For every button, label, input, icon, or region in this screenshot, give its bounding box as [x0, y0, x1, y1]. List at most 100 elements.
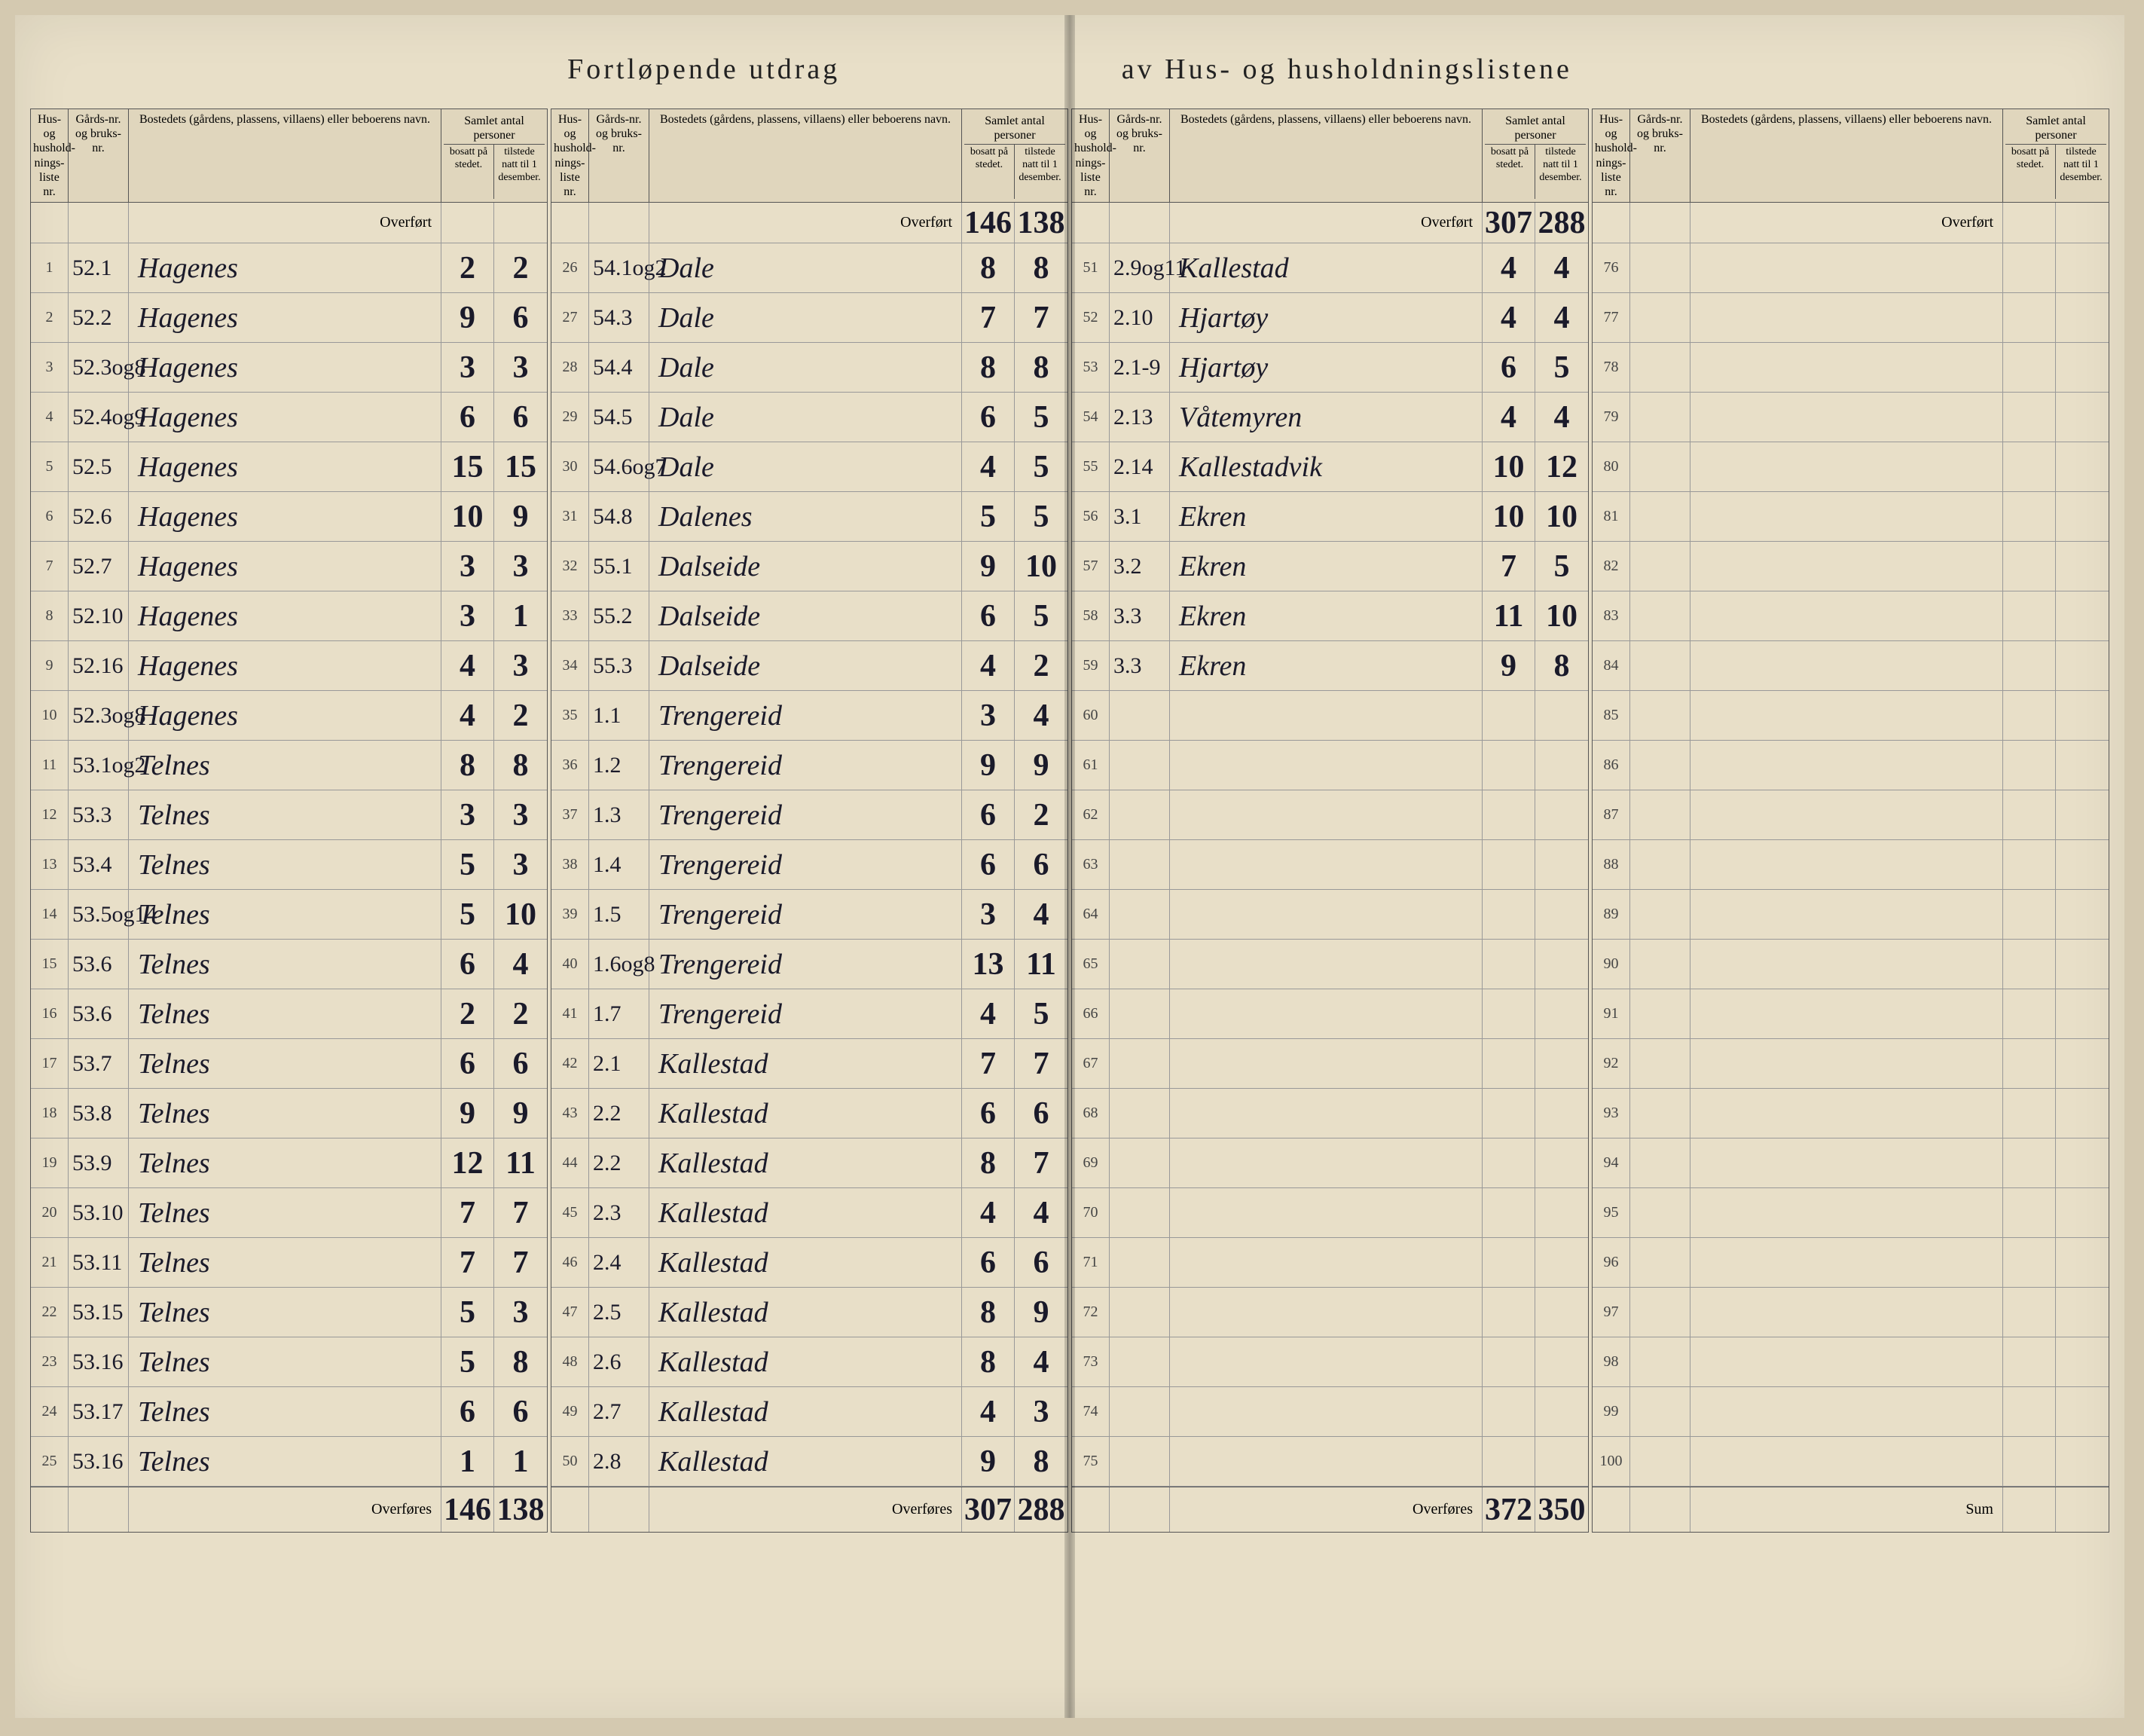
cell-tilstede: 5 [1015, 393, 1067, 442]
table-row: 29 54.5 Dale 6 5 [551, 393, 1067, 442]
cell-gard-nr: 52.4og9 [69, 393, 129, 442]
cell-liste-nr: 8 [31, 591, 69, 640]
column-header: Hus- og hushold-nings-liste nr. Gårds-nr… [31, 109, 547, 203]
cell-tilstede: 9 [494, 1089, 547, 1138]
overfort-label: Overført [129, 203, 441, 243]
overfort-label: Overført [1170, 203, 1483, 243]
cell-gard-nr [1110, 1238, 1170, 1287]
cell-liste-nr: 100 [1593, 1437, 1630, 1486]
cell-liste-nr: 48 [551, 1337, 589, 1386]
cell-tilstede [1535, 1138, 1588, 1187]
cell-navn: Dale [649, 442, 962, 491]
cell-liste-nr: 53 [1072, 343, 1110, 392]
cell-tilstede: 5 [1535, 343, 1588, 392]
cell-tilstede: 8 [494, 741, 547, 790]
cell-tilstede: 5 [1015, 591, 1067, 640]
cell-tilstede: 6 [494, 1039, 547, 1088]
cell-gard-nr: 53.7 [69, 1039, 129, 1088]
header-navn: Bostedets (gårdens, plassens, villaens) … [129, 109, 441, 202]
cell-navn [1690, 940, 2003, 989]
cell-bosatt [1483, 1039, 1535, 1088]
cell-bosatt: 6 [962, 393, 1015, 442]
overfort-row: Overført 307 288 [1072, 203, 1588, 243]
cell-tilstede: 4 [1015, 691, 1067, 740]
cell-gard-nr [1630, 293, 1690, 342]
cell-bosatt: 5 [441, 840, 494, 889]
table-row: 39 1.5 Trengereid 3 4 [551, 890, 1067, 940]
cell-navn: Telnes [129, 790, 441, 839]
overfort-label: Overført [1690, 203, 2003, 243]
cell-navn [1690, 741, 2003, 790]
cell-gard-nr: 53.3 [69, 790, 129, 839]
table-row: 15 53.6 Telnes 6 4 [31, 940, 547, 989]
cell-liste-nr: 51 [1072, 243, 1110, 292]
cell-tilstede [2056, 691, 2109, 740]
cell-navn: Kallestad [649, 1437, 962, 1486]
cell-gard-nr [1630, 591, 1690, 640]
cell-gard-nr: 54.1og2 [589, 243, 649, 292]
table-row: 68 [1072, 1089, 1588, 1138]
cell-gard-nr [1630, 243, 1690, 292]
overfores-row: Overføres 307 288 [551, 1487, 1067, 1532]
cell-liste-nr: 44 [551, 1138, 589, 1187]
cell-gard-nr [1630, 741, 1690, 790]
cell-tilstede [1535, 989, 1588, 1038]
cell-liste-nr: 37 [551, 790, 589, 839]
cell-gard-nr: 52.1 [69, 243, 129, 292]
cell-navn [1170, 1337, 1483, 1386]
cell-tilstede: 10 [1535, 591, 1588, 640]
cell-blank [1593, 203, 1630, 243]
header-gard: Gårds-nr. og bruks-nr. [69, 109, 129, 202]
table-row: 71 [1072, 1238, 1588, 1288]
cell-navn [1690, 442, 2003, 491]
cell-gard-nr: 2.6 [589, 1337, 649, 1386]
cell-gard-nr: 52.16 [69, 641, 129, 690]
cell-tilstede: 5 [1015, 989, 1067, 1038]
cell-tilstede: 7 [494, 1238, 547, 1287]
cell-bosatt: 8 [962, 1337, 1015, 1386]
overfores-bosatt: 307 [962, 1487, 1015, 1532]
cell-navn [1690, 790, 2003, 839]
cell-liste-nr: 27 [551, 293, 589, 342]
header-samlet: Samlet antal personer bosatt på stedet. … [441, 109, 547, 202]
table-row: 83 [1593, 591, 2109, 641]
cell-bosatt [1483, 890, 1535, 939]
cell-bosatt [2003, 741, 2056, 790]
table-row: 53 2.1-9 Hjartøy 6 5 [1072, 343, 1588, 393]
cell-gard-nr [1110, 1288, 1170, 1337]
cell-gard-nr [1630, 790, 1690, 839]
cell-bosatt: 7 [441, 1238, 494, 1287]
cell-liste-nr: 62 [1072, 790, 1110, 839]
table-row: 62 [1072, 790, 1588, 840]
cell-navn: Hagenes [129, 641, 441, 690]
cell-navn [1690, 1288, 2003, 1337]
header-tilstede: tilstede natt til 1 desember. [2056, 145, 2106, 199]
table-row: 8 52.10 Hagenes 3 1 [31, 591, 547, 641]
cell-gard-nr: 55.3 [589, 641, 649, 690]
cell-blank [551, 203, 589, 243]
cell-gard-nr: 52.10 [69, 591, 129, 640]
cell-tilstede: 10 [494, 890, 547, 939]
cell-gard-nr: 55.2 [589, 591, 649, 640]
cell-gard-nr [1630, 1138, 1690, 1187]
cell-navn [1690, 840, 2003, 889]
cell-liste-nr: 57 [1072, 542, 1110, 591]
cell-liste-nr: 20 [31, 1188, 69, 1237]
cell-liste-nr: 83 [1593, 591, 1630, 640]
cell-bosatt: 9 [1483, 641, 1535, 690]
overfores-label: Sum [1690, 1487, 2003, 1532]
cell-bosatt [2003, 1288, 2056, 1337]
cell-gard-nr: 53.9 [69, 1138, 129, 1187]
cell-liste-nr: 42 [551, 1039, 589, 1088]
cell-navn: Kallestad [1170, 243, 1483, 292]
cell-liste-nr: 75 [1072, 1437, 1110, 1486]
cell-blank [69, 203, 129, 243]
cell-navn [1690, 1387, 2003, 1436]
cell-navn: Våtemyren [1170, 393, 1483, 442]
cell-bosatt [1483, 790, 1535, 839]
cell-bosatt [1483, 691, 1535, 740]
cell-liste-nr: 43 [551, 1089, 589, 1138]
cell-gard-nr: 2.1 [589, 1039, 649, 1088]
table-row: 32 55.1 Dalseide 9 10 [551, 542, 1067, 591]
cell-liste-nr: 31 [551, 492, 589, 541]
